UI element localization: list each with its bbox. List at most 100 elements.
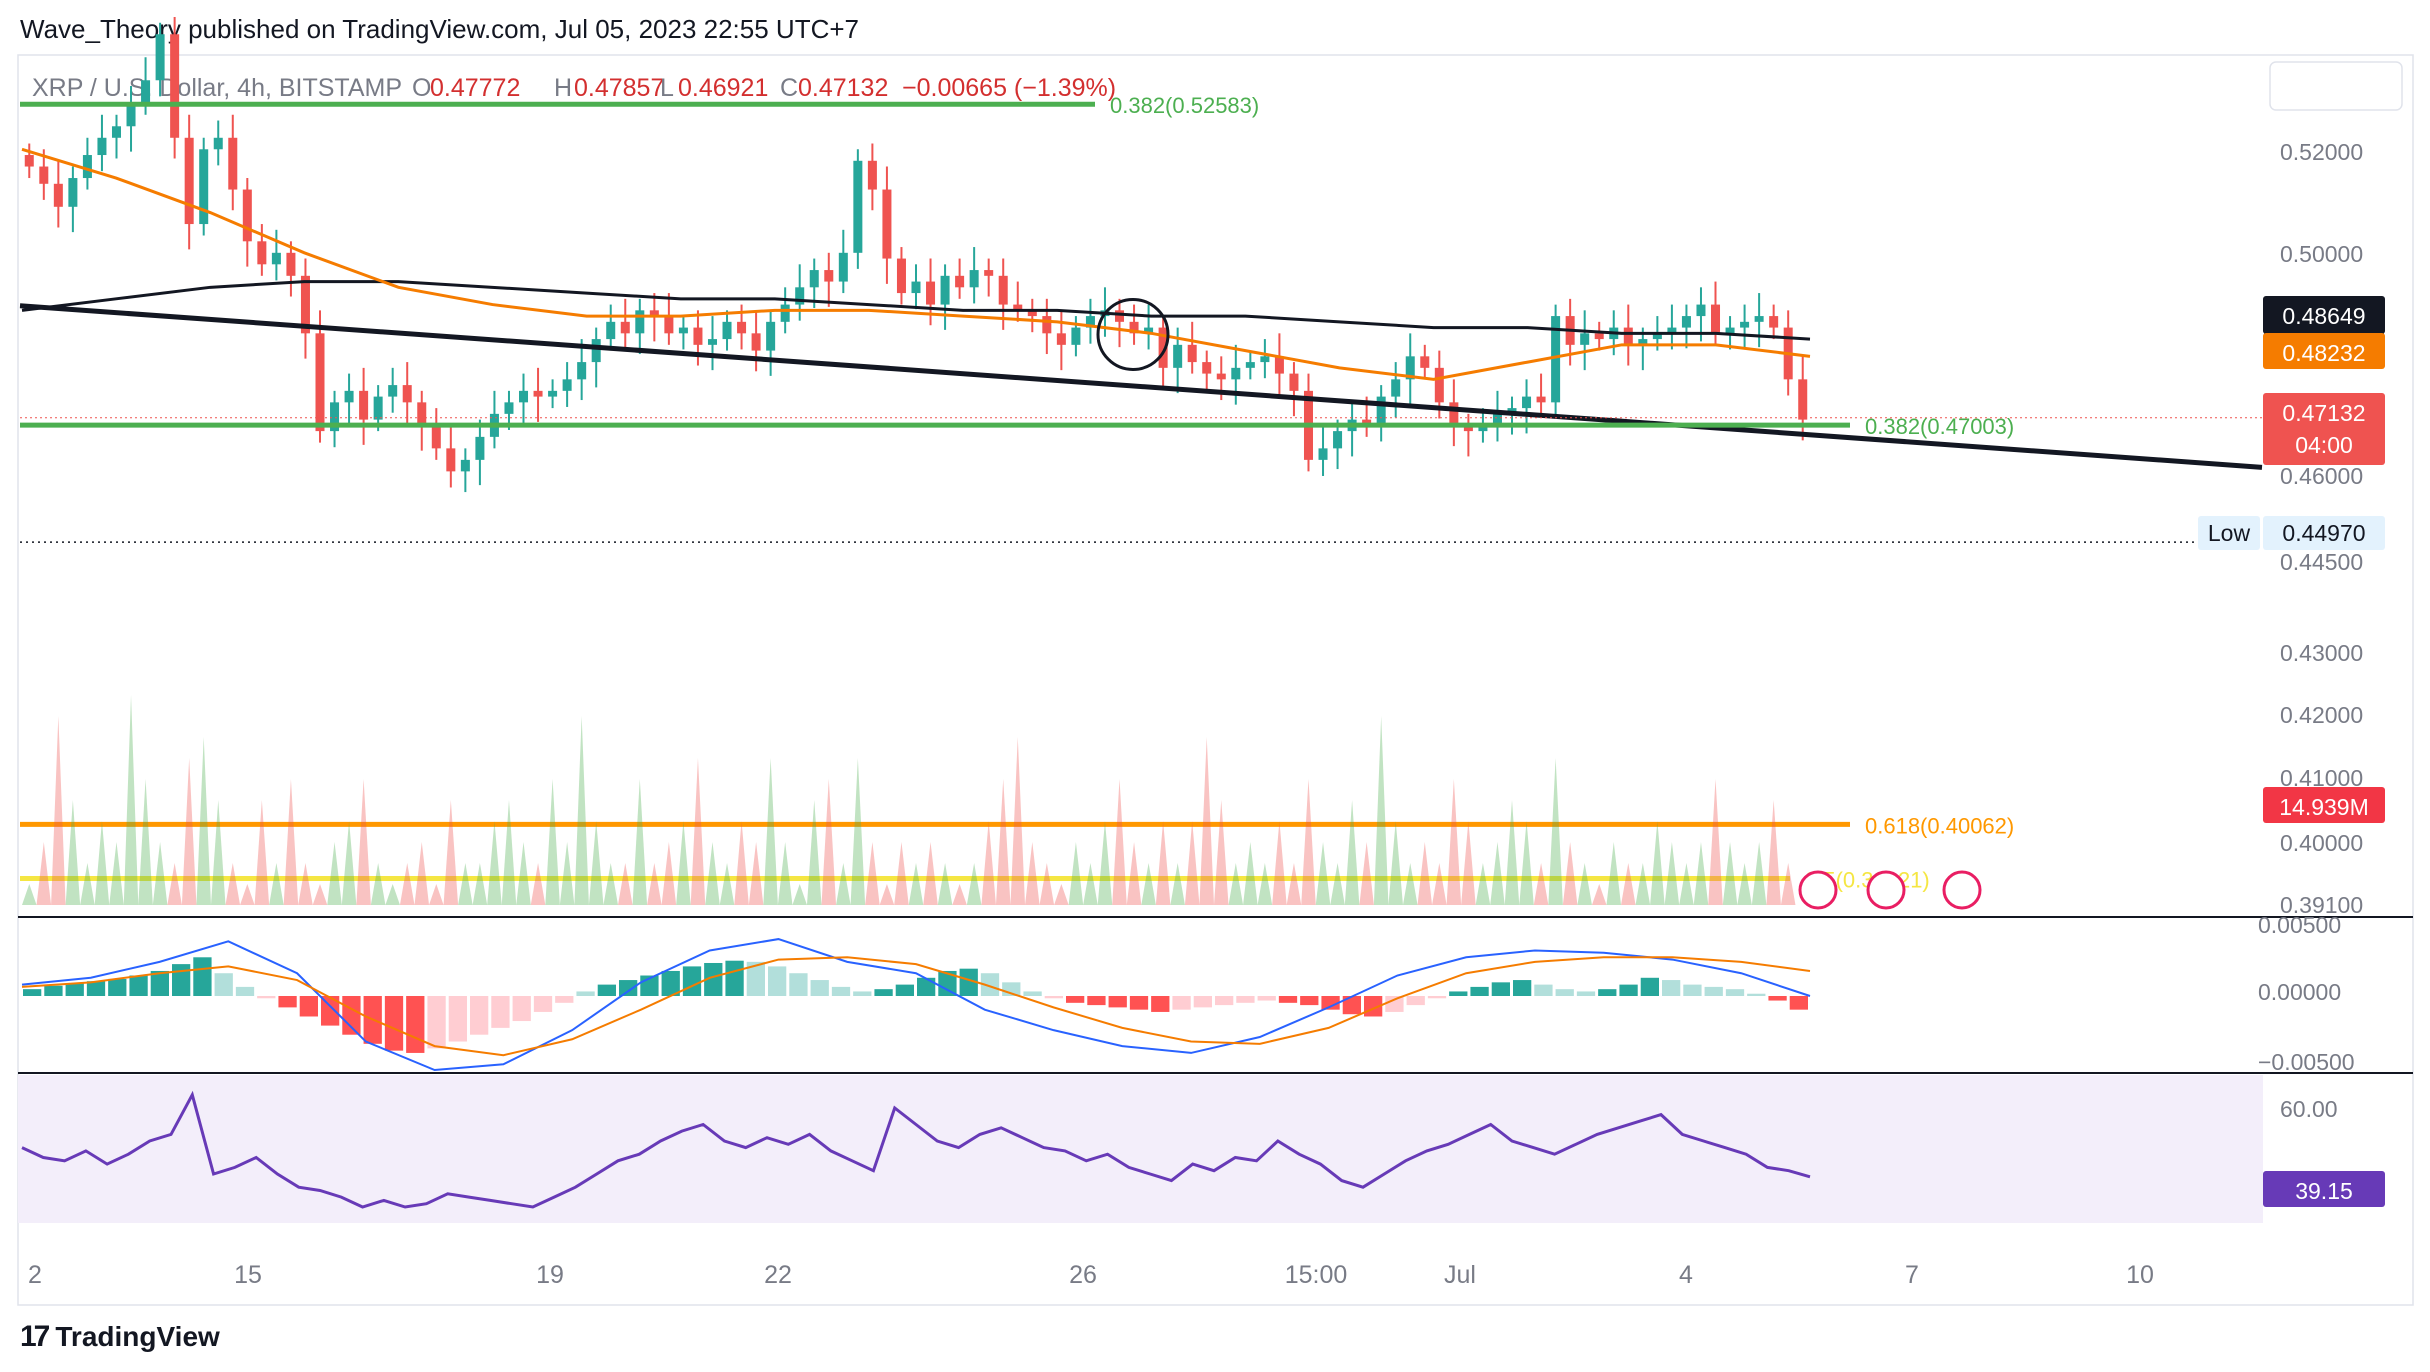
low-tag-label-bg xyxy=(2198,516,2260,550)
volume-bar xyxy=(385,884,400,905)
volume-bar xyxy=(370,863,386,905)
candle-body xyxy=(1725,327,1735,334)
volume-bar xyxy=(80,863,95,905)
candle-body xyxy=(751,333,761,351)
volume-bar xyxy=(719,863,735,905)
macd-histogram-bar xyxy=(384,996,404,1051)
volume-bar xyxy=(1693,842,1709,905)
volume-bar xyxy=(298,863,313,905)
candle-body xyxy=(1769,316,1779,328)
candle-body xyxy=(1115,310,1125,322)
volume-bar xyxy=(458,863,473,905)
volume-bar xyxy=(676,821,691,905)
volume-bar xyxy=(1228,863,1244,905)
low-tag-label: Low xyxy=(2208,520,2251,546)
candle-body xyxy=(955,275,965,288)
macd-histogram-bar xyxy=(1342,996,1361,1015)
low-value: 0.46921 xyxy=(678,74,768,102)
volume-bar xyxy=(487,821,502,905)
candle-body xyxy=(1216,373,1226,380)
macd-histogram-bar xyxy=(1747,993,1766,996)
macd-histogram-bar xyxy=(1470,986,1489,996)
volume-bar xyxy=(1664,842,1680,905)
time-axis-tick: 2 xyxy=(28,1261,42,1289)
volume-bar xyxy=(836,863,851,905)
candle-body xyxy=(853,160,863,253)
volume-bar xyxy=(51,716,66,905)
volume-bar xyxy=(443,800,459,905)
macd-histogram-bar xyxy=(895,984,914,996)
volume-tag-bg xyxy=(2263,787,2385,823)
candle-body xyxy=(199,149,209,225)
macd-histogram-bar xyxy=(768,966,787,996)
tradingview-brand: TradingView xyxy=(55,1321,220,1352)
candle-body xyxy=(126,103,136,127)
legend-toggle-box[interactable] xyxy=(2269,61,2403,111)
macd-axis-tick: −0.00500 xyxy=(2258,1049,2355,1075)
macd-histogram-bar xyxy=(704,962,723,996)
volume-bar xyxy=(1025,842,1040,905)
macd-histogram-bar xyxy=(1789,996,1808,1010)
candle-body xyxy=(1013,304,1023,311)
candle-body xyxy=(213,137,223,150)
candle-body xyxy=(1667,327,1677,334)
low-label: L xyxy=(660,74,674,102)
candle-body xyxy=(998,275,1008,305)
macd-histogram-bar xyxy=(1172,996,1191,1010)
volume-bar xyxy=(1417,842,1433,905)
macd-histogram-bar xyxy=(1300,996,1319,1006)
macd-histogram-bar xyxy=(1406,996,1425,1006)
volume-bar xyxy=(94,821,110,905)
volume-bar xyxy=(966,863,982,905)
fib-level-label: 0.382(0.52583) xyxy=(1110,93,1259,118)
time-axis-tick: 19 xyxy=(536,1261,564,1289)
macd-histogram-bar xyxy=(108,978,127,996)
tradingview-logo[interactable]: 17 TradingView xyxy=(20,1320,220,1354)
volume-bar xyxy=(1475,863,1491,905)
fib-level-label: 0.618(0.40062) xyxy=(1865,813,2014,838)
macd-histogram-bar xyxy=(1023,991,1042,996)
volume-bar xyxy=(1548,758,1563,905)
ema-black-tag-bg xyxy=(2263,296,2385,334)
volume-bar xyxy=(777,842,793,905)
volume-bar xyxy=(312,884,328,905)
price-pane: 0.382(0.52583) 0.382(0.47003) 0.618(0.4006… xyxy=(19,16,2263,893)
candle-body xyxy=(519,390,529,403)
macd-histogram-bar xyxy=(299,996,318,1017)
ema-orange-tag: 0.48232 xyxy=(2282,340,2365,366)
macd-histogram-bar xyxy=(1704,986,1723,996)
volume-bar xyxy=(1243,842,1258,905)
macd-histogram-bar xyxy=(1513,980,1532,996)
volume-bar xyxy=(225,863,241,905)
candle-body xyxy=(1536,396,1546,403)
macd-histogram-bar xyxy=(491,996,510,1028)
macd-histogram-bar xyxy=(917,977,936,996)
volume-bar xyxy=(1141,863,1156,905)
symbol-legend[interactable]: XRP / U.S. Dollar, 4h, BITSTAMP O 0.4777… xyxy=(32,74,1116,102)
volume-bar xyxy=(414,842,430,905)
volume-bar xyxy=(1519,821,1534,905)
candle-body xyxy=(228,137,238,190)
candle-body xyxy=(1551,316,1561,403)
candle-body xyxy=(242,189,252,242)
time-axis-tick: 22 xyxy=(764,1261,792,1289)
volume-bar xyxy=(981,821,996,905)
candle-body xyxy=(1391,379,1401,397)
candle-body xyxy=(737,321,747,334)
macd-histogram-bar xyxy=(1598,989,1617,996)
macd-histogram-bar xyxy=(193,957,212,996)
volume-bar xyxy=(588,821,604,905)
price-axis[interactable]: 0.52000 0.50000 0.46000 0.44500 0.43000 0.420… xyxy=(2258,139,2363,1122)
volume-bar xyxy=(36,842,52,905)
macd-histogram-bar xyxy=(1193,996,1212,1008)
volume-bar xyxy=(501,800,517,905)
time-axis[interactable]: 2 15 19 22 26 15:00 Jul 4 7 10 xyxy=(28,1261,2154,1289)
candle-body xyxy=(1522,396,1532,409)
volume-bar xyxy=(1533,863,1549,905)
macd-histogram-bar xyxy=(682,966,702,996)
candle-body xyxy=(911,281,921,294)
candle-body xyxy=(577,362,587,380)
candle-body xyxy=(97,137,107,156)
candle-body xyxy=(1187,344,1197,363)
